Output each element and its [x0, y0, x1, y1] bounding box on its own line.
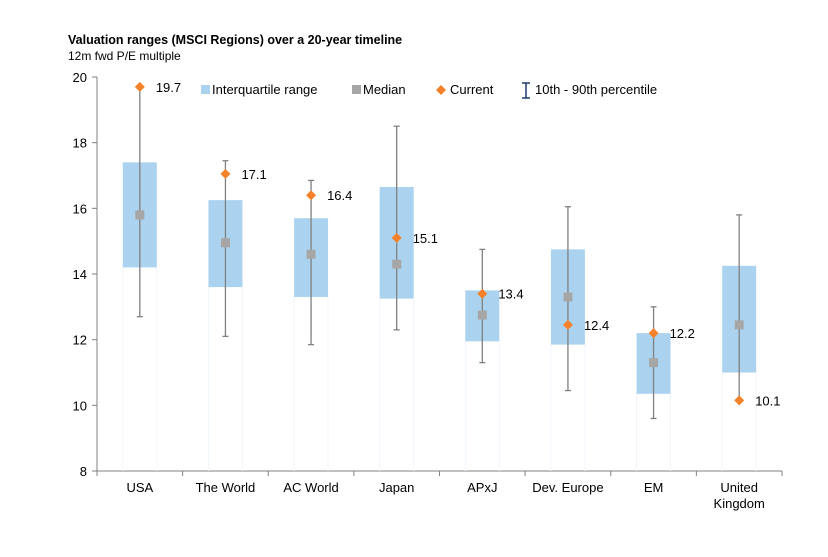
x-category-label: United	[720, 480, 758, 495]
y-tick-label: 14	[73, 267, 87, 282]
x-category-label: USA	[126, 480, 153, 495]
current-marker	[306, 190, 317, 201]
x-category-label: EM	[644, 480, 664, 495]
current-marker	[734, 395, 745, 406]
median-marker	[477, 310, 487, 320]
median-marker	[563, 292, 573, 302]
legend-iqr-swatch	[201, 85, 210, 94]
current-value-label: 12.4	[584, 318, 609, 333]
current-marker	[391, 232, 402, 243]
x-category-label: Japan	[379, 480, 414, 495]
x-category-label: AC World	[283, 480, 338, 495]
current-marker	[562, 319, 573, 330]
y-tick-label: 18	[73, 136, 87, 151]
y-tick-label: 12	[73, 333, 87, 348]
median-marker	[135, 210, 145, 220]
legend-current-swatch	[436, 85, 446, 95]
median-marker	[392, 259, 402, 269]
current-marker	[648, 328, 659, 339]
median-marker	[649, 358, 659, 368]
legend-current-label: Current	[450, 82, 494, 97]
x-category-label: Dev. Europe	[532, 480, 603, 495]
legend-median-swatch	[352, 85, 361, 94]
y-tick-label: 20	[73, 70, 87, 85]
y-tick-label: 16	[73, 201, 87, 216]
legend-iqr-label: Interquartile range	[212, 82, 318, 97]
current-value-label: 17.1	[241, 167, 266, 182]
current-marker	[220, 168, 231, 179]
x-category-label: APxJ	[467, 480, 497, 495]
median-marker	[734, 320, 744, 330]
chart-title: Valuation ranges (MSCI Regions) over a 2…	[68, 33, 403, 47]
current-marker	[477, 288, 488, 299]
chart-subtitle: 12m fwd P/E multiple	[68, 49, 181, 63]
median-marker	[306, 249, 316, 259]
current-value-label: 10.1	[755, 393, 780, 408]
y-tick-label: 8	[80, 464, 87, 479]
legend-median-label: Median	[363, 82, 406, 97]
current-value-label: 19.7	[156, 80, 181, 95]
legend-range-label: 10th - 90th percentile	[535, 82, 657, 97]
current-marker	[134, 81, 145, 92]
current-value-label: 13.4	[498, 287, 523, 302]
x-category-label: The World	[196, 480, 256, 495]
median-marker	[220, 238, 230, 248]
y-tick-label: 10	[73, 398, 87, 413]
current-value-label: 15.1	[413, 231, 438, 246]
current-value-label: 12.2	[670, 326, 695, 341]
x-category-label: Kingdom	[714, 496, 765, 511]
current-value-label: 16.4	[327, 188, 352, 203]
